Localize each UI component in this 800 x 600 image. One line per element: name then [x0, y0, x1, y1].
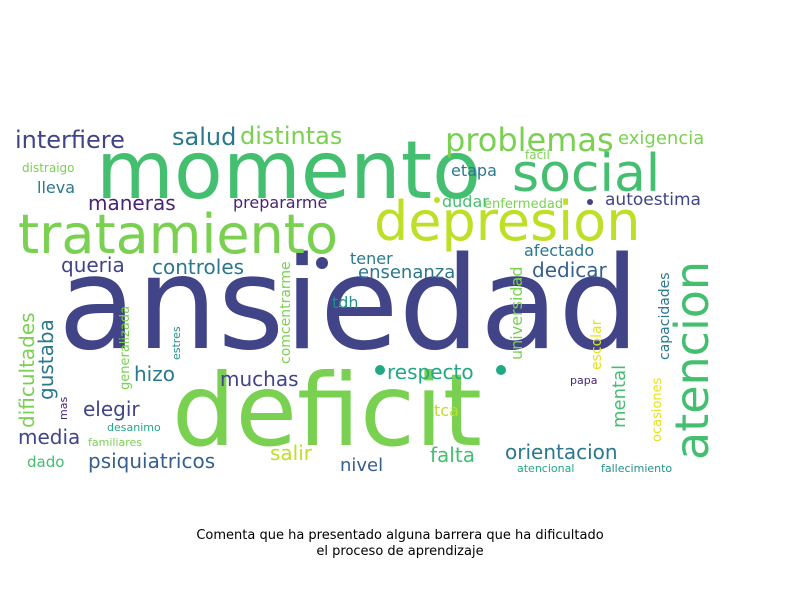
- word-psiquiatricos: psiquiatricos: [88, 449, 215, 473]
- word-ansiedad: ansiedad: [58, 230, 640, 379]
- word-lleva: lleva: [37, 178, 75, 197]
- word-fallecimiento: fallecimiento: [601, 462, 672, 475]
- word-tca: tca: [434, 401, 459, 420]
- word-hizo: hizo: [134, 362, 175, 386]
- word-tdh: tdh: [332, 293, 359, 312]
- word-mas: mas: [57, 397, 70, 420]
- word-nivel: nivel: [340, 455, 383, 476]
- word-problemas: problemas: [445, 121, 614, 159]
- word-escolar: escolar: [589, 319, 605, 370]
- word-autoestima: autoestima: [605, 190, 701, 210]
- word-tener: tener: [350, 249, 393, 268]
- word-facil: facil: [525, 148, 550, 162]
- word-respecto: respecto: [387, 360, 474, 384]
- word-atencional: atencional: [517, 462, 574, 475]
- word-controles: controles: [152, 255, 244, 279]
- decorative-dot: [434, 197, 440, 203]
- word-prepararme: prepararme: [233, 193, 327, 212]
- word-dedicar: dedicar: [532, 258, 608, 282]
- word-capacidades: capacidades: [657, 272, 673, 360]
- word-muchas: muchas: [220, 367, 299, 391]
- word-orientacion: orientacion: [505, 440, 618, 464]
- word-ocasiones: ocasiones: [650, 377, 665, 442]
- word-enfermedad: enfermedad: [484, 197, 563, 212]
- word-media: media: [18, 425, 80, 449]
- caption-line-1: Comenta que ha presentado alguna barrera…: [196, 528, 604, 543]
- decorative-dot: [496, 365, 506, 375]
- word-papa: papa: [570, 374, 597, 387]
- caption-line-2: el proceso de aprendizaje: [316, 544, 484, 559]
- word-exigencia: exigencia: [618, 128, 704, 149]
- word-etapa: etapa: [451, 161, 497, 180]
- word-dado: dado: [27, 453, 64, 471]
- caption: Comenta que ha presentado alguna barrera…: [100, 528, 700, 560]
- word-maneras: maneras: [88, 191, 176, 215]
- word-salir: salir: [270, 441, 313, 465]
- word-gustaba: gustaba: [34, 319, 58, 400]
- word-estres: estres: [170, 326, 183, 360]
- word-comcentrarme: comcentrarme: [278, 261, 294, 364]
- word-dificultades: dificultades: [15, 312, 39, 428]
- word-momento: momento: [96, 124, 481, 217]
- word-depresion: depresion: [374, 190, 640, 253]
- word-queria: queria: [61, 253, 125, 277]
- word-deficit: deficit: [172, 352, 482, 469]
- word-desanimo: desanimo: [107, 421, 161, 434]
- word-salud: salud: [172, 123, 236, 151]
- word-social: social: [512, 144, 660, 204]
- word-mental: mental: [609, 365, 630, 428]
- word-distraigo: distraigo: [22, 161, 75, 175]
- word-elegir: elegir: [83, 397, 140, 421]
- word-afectado: afectado: [524, 241, 594, 260]
- word-ensenanza: ensenanza: [358, 262, 455, 283]
- word-dudar: dudar: [442, 192, 489, 211]
- decorative-dot: [375, 365, 385, 375]
- word-falta: falta: [430, 443, 475, 467]
- word-generalizada: generalizada: [118, 306, 133, 390]
- word-atencion: atencion: [665, 261, 719, 460]
- word-tratamiento: tratamiento: [18, 203, 338, 266]
- word-interfiere: interfiere: [15, 126, 125, 154]
- word-familiares: familiares: [88, 436, 142, 449]
- decorative-dot: [587, 199, 593, 205]
- decorative-dot: [316, 257, 328, 269]
- word-universidad: universidad: [507, 266, 526, 360]
- word-distintas: distintas: [240, 122, 342, 150]
